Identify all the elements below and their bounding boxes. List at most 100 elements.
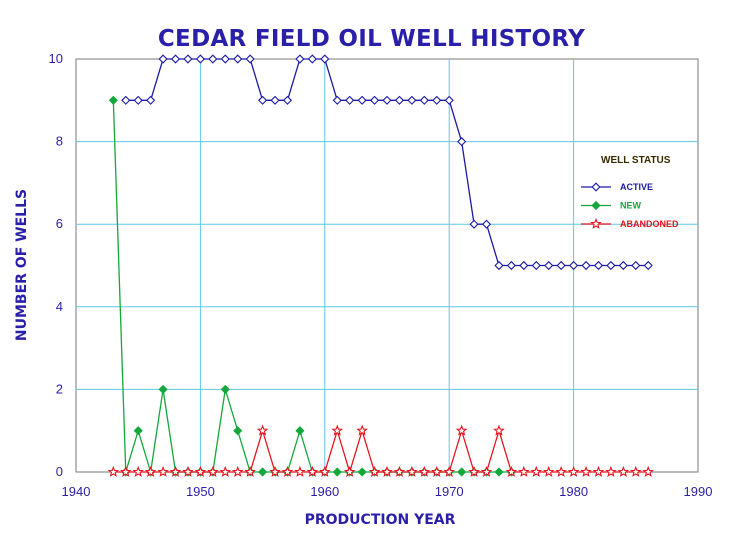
data-point-active [494, 260, 504, 271]
data-point-active [519, 260, 529, 271]
data-point-abandoned [269, 465, 281, 477]
data-point-active [195, 54, 205, 64]
data-point-abandoned [493, 424, 505, 436]
y-tick-label: 2 [56, 381, 63, 396]
data-point-active [444, 95, 454, 105]
data-point-abandoned [281, 465, 294, 477]
legend-label-abandoned: ABANDONED [620, 219, 679, 229]
legend-marker-new [591, 200, 601, 211]
x-tick-label: 1970 [435, 484, 464, 499]
data-point-abandoned [518, 465, 530, 477]
data-point-active [170, 54, 181, 64]
data-point-abandoned [144, 465, 157, 477]
data-point-new [457, 467, 467, 477]
data-point-active [295, 54, 305, 64]
data-point-abandoned [455, 424, 468, 436]
data-point-active [618, 260, 628, 271]
x-axis-title: PRODUCTION YEAR [304, 512, 456, 528]
series-line-active [125, 58, 649, 267]
data-point-abandoned [468, 465, 480, 477]
data-point-abandoned [642, 465, 655, 477]
data-point-abandoned [157, 465, 169, 477]
data-point-abandoned [555, 465, 567, 477]
y-tick-label: 4 [56, 299, 63, 314]
legend-marker-abandoned [590, 217, 602, 229]
data-point-abandoned [393, 465, 406, 477]
data-point-active [233, 54, 243, 64]
data-point-abandoned [107, 465, 120, 477]
data-point-abandoned [505, 465, 518, 477]
x-tick-label: 1960 [310, 484, 339, 499]
data-point-active [320, 54, 330, 64]
data-point-active [270, 95, 280, 105]
data-point-abandoned [331, 424, 344, 436]
data-point-new [494, 467, 504, 477]
data-point-active [581, 260, 591, 271]
data-point-abandoned [306, 465, 319, 477]
data-point-abandoned [319, 465, 331, 477]
data-point-abandoned [119, 465, 132, 477]
legend-title: WELL STATUS [601, 155, 671, 166]
data-point-active [220, 54, 230, 64]
y-axis-title-text: NUMBER OF WELLS [14, 188, 30, 342]
data-point-abandoned [207, 465, 219, 477]
data-point-abandoned [381, 465, 393, 477]
data-point-abandoned [219, 465, 232, 477]
data-point-active [208, 54, 218, 64]
chart-title: CEDAR FIELD OIL WELL HISTORY [157, 26, 586, 52]
data-point-abandoned [605, 465, 617, 477]
legend-label-new: NEW [620, 201, 642, 211]
legend-marker-active [591, 182, 601, 192]
data-point-active [631, 260, 641, 271]
data-point-active [121, 95, 131, 105]
data-point-abandoned [231, 465, 244, 477]
data-point-abandoned [430, 465, 443, 477]
data-point-abandoned [368, 465, 381, 477]
x-tick-label: 1990 [684, 484, 713, 499]
data-point-new [220, 384, 230, 394]
data-point-active [394, 95, 405, 105]
data-point-active [506, 260, 516, 271]
data-point-active [332, 95, 342, 105]
data-point-active [245, 54, 255, 64]
data-point-abandoned [443, 465, 455, 477]
data-point-active [307, 54, 317, 64]
series-line-abandoned [113, 428, 649, 475]
data-point-abandoned [169, 465, 182, 477]
data-point-abandoned [256, 424, 269, 436]
legend-label-active: ACTIVE [620, 182, 653, 192]
data-point-abandoned [480, 465, 493, 477]
data-point-active [369, 95, 380, 105]
data-point-new [233, 426, 243, 436]
data-point-new [133, 426, 143, 436]
y-tick-label: 6 [56, 216, 63, 231]
data-point-active [606, 260, 616, 271]
data-point-abandoned [630, 465, 642, 477]
y-tick-label: 10 [49, 51, 63, 66]
data-point-active [469, 219, 479, 229]
data-point-active [643, 260, 653, 271]
data-point-active [457, 137, 467, 147]
data-point-active [432, 95, 442, 105]
y-tick-label: 8 [56, 134, 63, 149]
data-point-abandoned [567, 465, 580, 477]
data-point-new [108, 95, 118, 105]
data-point-abandoned [356, 424, 368, 436]
data-point-abandoned [132, 465, 144, 477]
data-point-active [544, 260, 554, 271]
x-tick-label: 1940 [62, 484, 91, 499]
data-point-abandoned [294, 465, 306, 477]
x-tick-label: 1950 [186, 484, 215, 499]
data-point-abandoned [542, 465, 555, 477]
data-point-active [282, 95, 293, 105]
series-line-new [112, 100, 512, 473]
data-point-active [382, 95, 392, 105]
data-point-abandoned [194, 465, 207, 477]
data-point-active [556, 260, 566, 271]
data-point-active [407, 95, 417, 105]
data-point-new [158, 384, 168, 394]
data-point-new [357, 467, 367, 477]
data-point-new [332, 467, 342, 477]
data-point-active [345, 95, 355, 105]
